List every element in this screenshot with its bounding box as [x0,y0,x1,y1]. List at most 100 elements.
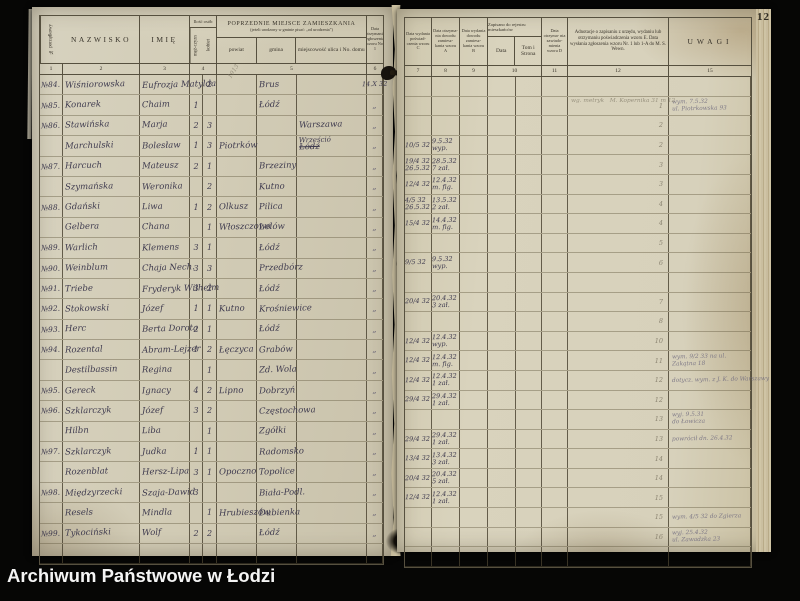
cell-rejestr-tom [516,547,542,566]
cell-rejestr-data [488,135,516,155]
cell-uwagi [669,449,751,468]
cell-imie: Liwa [140,197,190,217]
cell-rejestr-data [488,370,516,390]
table-row [40,543,383,565]
cell-c7 [405,272,432,292]
table-row: №91. Triebe Fryderyk Wilhelm 3 2 Łódź „ [40,278,383,300]
cell-rejestr-data [488,214,516,233]
cell-adnotacje: 10 [568,331,669,351]
cell-c11 [542,449,568,468]
cell-imie: Marja [140,115,190,136]
cell-rejestr-tom [516,351,542,370]
cell-c9 [460,116,488,135]
cell-imie: Chaja Nech. [140,258,195,278]
cell-rejestr-data [488,508,516,527]
right-table-header: Data wydania poświad- czenia wzoru C Data… [405,18,751,66]
cell-miejscowosc: Wrześció Łódź [297,135,367,156]
table-row: 12/4 32 12.4.32 1 zał. 15 [405,488,751,509]
cell-kobiet: 1 [203,217,217,238]
cell-gmina [257,543,297,564]
col-poprzednie-header: POPRZEDNIE MIEJSCE ZAMIESZKANIA (jeżeli u… [217,16,366,38]
cell-c9 [460,488,488,508]
cell-rejestr-data [488,449,516,468]
col-data-header: Data otrzymania zgłoszenia wzoru No. 1 [367,26,383,51]
col-powiat-header: powiat [217,38,257,63]
column-number-row: 7 8 9 10 11 12 15 [405,66,751,77]
cell-rejestr-data [488,527,516,547]
cell-adnotacje: 2 [568,135,669,155]
cell-rejestr-tom [516,272,542,292]
table-row: 15/4 32 14.4.32 m. fig. 4 [405,214,751,234]
cell-c7 [405,312,432,331]
cell-kobiet: 2 [203,75,217,95]
cell-rejestr-data [488,488,516,508]
cell-nazwisko: Destilbassin [63,360,140,380]
cell-miejscowosc [297,319,367,340]
cell-rejestr-tom [516,508,542,527]
cell-c9 [460,194,488,214]
cell-c7: 20/4 32 [405,468,432,488]
cell-data-otrzymania: „ [367,319,383,340]
cell-c7 [405,96,432,116]
cell-rejestr-data [488,96,516,116]
cell-nr: №86. [40,115,63,136]
cell-c8: 13.5.32 2 zał. [432,194,460,214]
table-row: №96. Szklarczyk Józef 3 2 Częstochowa „ [40,401,383,422]
column-number: 3 [140,64,190,74]
cell-miejscowosc [297,421,367,442]
cell-data-otrzymania: „ [367,360,383,380]
cell-data-otrzymania: „ [367,217,383,238]
cell-nazwisko: Stokowski [63,299,140,319]
cell-data-otrzymania: „ [367,278,383,299]
cell-rejestr-tom [516,292,542,312]
table-row: №86. Stawińska Marja 2 3 Warszawa „ [40,115,383,137]
cell-c11 [542,390,568,410]
cell-nr [40,543,63,564]
cell-nr: №97. [40,442,63,462]
cell-rejestr-data [488,468,516,488]
cell-rejestr-data [488,155,516,174]
cell-c11 [542,410,568,429]
cell-imie: Berta Dorota [140,319,198,340]
cell-data-otrzymania: 14.X 32 [362,75,387,95]
cell-nazwisko: Gereck [63,380,140,401]
col-nazwisko-header: NAZWISKO [63,16,140,63]
cell-kobiet: 1 [203,360,217,380]
cell-c8: 12.4.32 1 zał. [432,488,460,508]
cell-data-otrzymania: „ [367,503,383,523]
table-row: 12/4 32 12.4.32 wyp. 10 [405,331,751,352]
cell-miejscowosc [297,278,367,299]
table-row: 12/4 32 12.4.32 m. fig. 11 wym. 9/2 33 na ul… [405,351,751,371]
table-row [405,272,751,293]
cell-c8: 13.4.32 3 zał. [432,449,460,468]
cell-powiat [217,421,257,442]
table-row: №88. Gdański Liwa 1 2 Olkusz Pilica „ [40,197,383,218]
cell-c11 [542,292,568,312]
cell-imie: Mateusz [140,156,190,176]
cell-mezczyzn: 2 [190,156,203,176]
cell-c8: 20.4.32 3 zał. [432,292,460,312]
cell-imie: Ignacy [140,380,190,401]
cell-uwagi [669,214,751,233]
cell-data-otrzymania: „ [367,482,383,503]
cell-rejestr-tom [516,488,542,508]
col-rejestr-tom-header: Tom i Strona [521,44,536,57]
cell-imie: Bolesław [140,136,190,156]
cell-powiat [217,482,257,503]
col-ilosc-group: Ilość osób męż-czyzn kobiet [190,16,217,63]
archive-caption: Archiwum Państwowe w Łodzi [7,565,276,586]
cell-kobiet: 3 [203,136,217,156]
cell-adnotacje: 12 [568,390,669,410]
cell-data-otrzymania [367,543,383,564]
cell-c8 [432,116,460,135]
table-row: 8 [405,312,751,332]
cell-imie: Hersz-Lipa [140,462,190,482]
cell-data-otrzymania: „ [367,299,383,319]
cell-imie: Józef [140,401,190,421]
cell-data-otrzymania: „ [367,197,383,217]
cell-rejestr-data [488,174,516,194]
table-row: 12/4 32 12.4.32 1 zał. 12 dotycz. wym. z J. … [405,370,769,391]
cell-c9 [460,351,488,370]
cell-c11 [542,527,568,547]
